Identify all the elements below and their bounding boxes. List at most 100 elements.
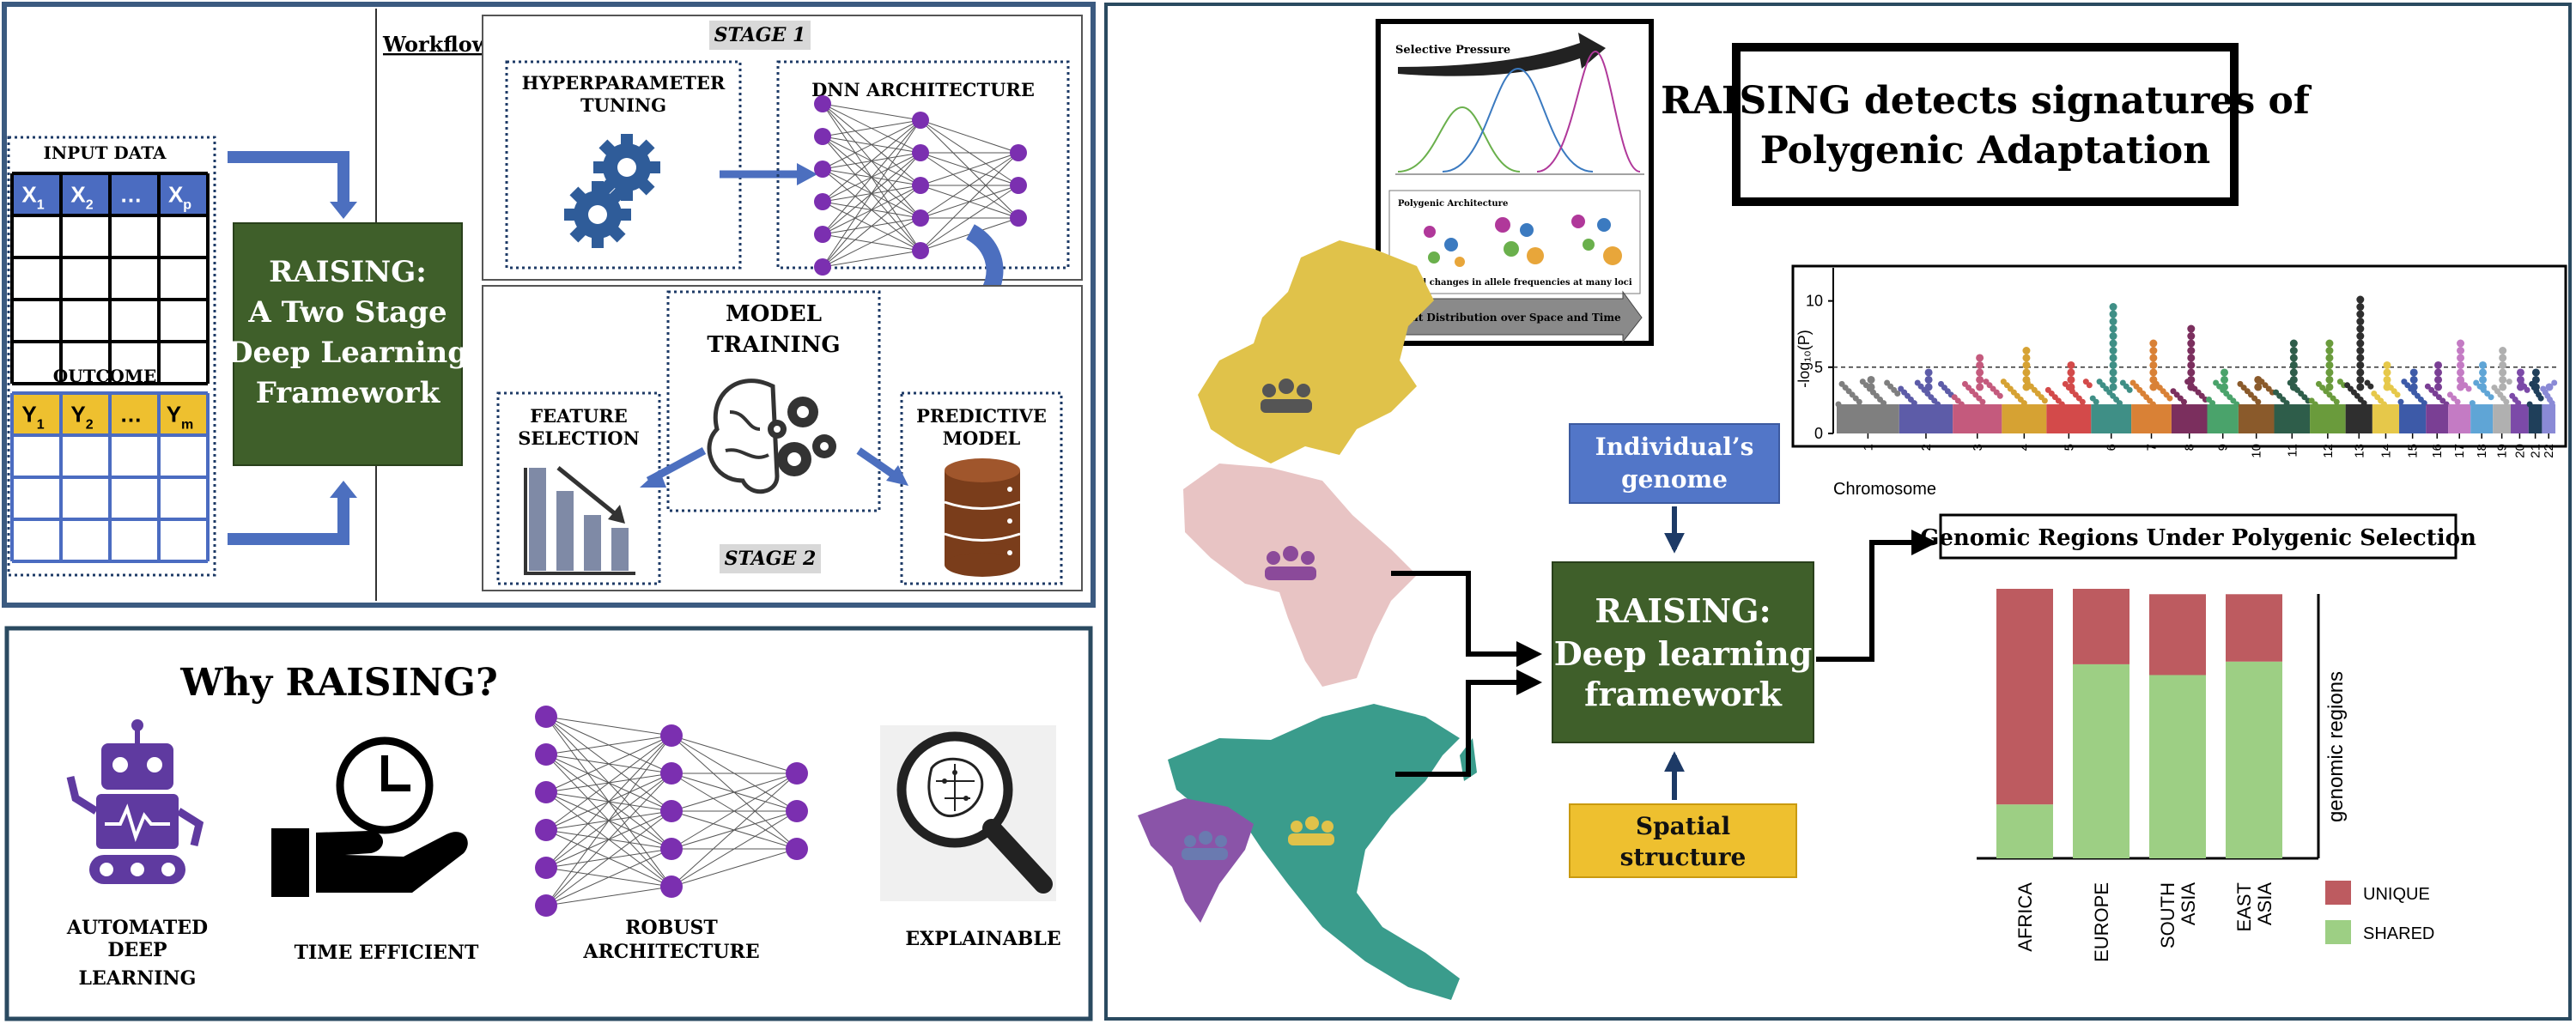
- chromosome-tick-label: 2: [1919, 444, 1934, 451]
- snp-peak-point: [2187, 339, 2196, 348]
- net-edge: [545, 735, 672, 906]
- net-node: [660, 876, 683, 898]
- workflow-label: Workflow: [382, 32, 491, 57]
- snp-peak-point: [2325, 360, 2334, 369]
- bar-unique-east-asia: [2226, 594, 2282, 662]
- tuning-arrow-head: [797, 163, 817, 185]
- snp-peak-point: [2499, 368, 2507, 377]
- snp-peak-point: [2434, 360, 2443, 369]
- clock-hand-icon: [271, 736, 468, 897]
- chromosome-band: [2091, 404, 2132, 433]
- chromosome-band: [2002, 404, 2047, 433]
- snp-peak-point: [2149, 383, 2158, 391]
- polygenic-arch-label: Polygenic Architecture: [1398, 199, 1508, 209]
- net-edge: [822, 119, 921, 268]
- snp-peak-point: [2109, 318, 2117, 326]
- snp-peak-point: [2109, 360, 2117, 369]
- snp-peak-point: [2499, 383, 2507, 391]
- snp-point: [2020, 400, 2027, 407]
- regions-label: Genomic Regions Under Polygenic Selectio…: [1920, 525, 2476, 551]
- snp-peak-point: [2109, 324, 2117, 333]
- net-edge: [822, 103, 921, 121]
- chromosome-tick-label: 14: [2379, 444, 2393, 458]
- bar-shared-europe: [2073, 663, 2129, 858]
- snp-peak-point: [2356, 332, 2365, 341]
- genome-box: [1569, 423, 1780, 504]
- snp-peak-point: [1867, 375, 1875, 384]
- snp-point: [2484, 391, 2491, 397]
- snp-peak-point: [1924, 375, 1933, 384]
- snp-point: [2180, 398, 2187, 405]
- net-node: [535, 743, 557, 766]
- snp-peak-point: [2022, 368, 2031, 377]
- snp-peak-point: [2149, 347, 2158, 354]
- x-header-4: Xp: [168, 181, 191, 212]
- manhattan-ylabel: -log₁₀(P): [1795, 330, 1813, 388]
- trait-text: Trait Distribution over Space and Time: [1395, 312, 1621, 324]
- chromosome-tick-label: 22: [2542, 444, 2556, 458]
- trait-curves: [1395, 50, 1644, 175]
- chromosome-tick-label: 1: [1861, 444, 1875, 451]
- snp-point: [2443, 401, 2450, 408]
- input-data-table: X1 X2 … Xp: [10, 172, 210, 385]
- snp-peak-point: [2109, 339, 2117, 348]
- snp-point: [2515, 400, 2522, 407]
- population-icon-east-asia: [1288, 816, 1334, 845]
- bar-shared-east-asia: [2226, 661, 2282, 858]
- why-item1-line2: DEEP: [107, 939, 167, 961]
- net-edge: [822, 119, 921, 203]
- spatial-box: [1569, 803, 1797, 878]
- snp-peak-point: [2022, 354, 2031, 362]
- snp-peak-point: [2499, 375, 2507, 384]
- net-node: [535, 819, 557, 841]
- manhattan-ytick: 5: [1814, 359, 1823, 376]
- snp-point: [2424, 383, 2431, 390]
- snp-peak-point: [2434, 383, 2443, 391]
- gear-tooth: [592, 236, 604, 248]
- center-line1: RAISING:: [1595, 591, 1771, 630]
- net-edge: [920, 185, 1019, 251]
- model-training-line2: TRAINING: [707, 332, 840, 358]
- net-node: [814, 258, 831, 276]
- chromosome-tick-label: 19: [2495, 444, 2510, 458]
- bar-category-label: EAST: [2233, 882, 2255, 931]
- right-panel: RAISING detects signatures of Polygenic …: [1104, 3, 2572, 1021]
- snp-peak-point: [2109, 332, 2117, 341]
- snp-peak-point: [2149, 354, 2158, 362]
- snp-point: [2166, 395, 2173, 402]
- snp-peak-point: [2499, 347, 2507, 354]
- snp-point: [2428, 386, 2435, 393]
- legend-label-shared: SHARED: [2363, 924, 2434, 943]
- chromosome-tick-label: 17: [2452, 444, 2467, 458]
- snp-peak-point: [2289, 360, 2298, 369]
- why-item2-line1: TIME EFFICIENT: [295, 942, 479, 964]
- outcome-title: OUTCOME: [53, 366, 156, 386]
- net-edge: [671, 772, 798, 812]
- why-item4-line1: EXPLAINABLE: [905, 928, 1060, 950]
- snp-peak-point: [2254, 375, 2263, 384]
- snp-peak-point: [2356, 318, 2365, 326]
- snp-peak-point: [2531, 383, 2540, 391]
- snp-point: [2360, 400, 2367, 407]
- net-node: [912, 209, 929, 227]
- net-node: [535, 706, 557, 728]
- gears-icon: [564, 134, 660, 248]
- snp-peak-point: [2067, 375, 2075, 384]
- net-edge: [822, 250, 921, 268]
- genome-line2: genome: [1621, 465, 1728, 494]
- net-node: [814, 128, 831, 145]
- net-edge: [545, 735, 672, 869]
- polygenic-dots: [1424, 215, 1622, 267]
- snp-point: [2469, 400, 2476, 407]
- snp-point: [2488, 394, 2494, 401]
- chromosome-band: [1899, 404, 1953, 433]
- snp-peak-point: [2457, 383, 2465, 391]
- snp-point: [2506, 379, 2512, 385]
- snp-peak-point: [2457, 347, 2465, 354]
- genome-line1: Individual’s: [1595, 433, 1754, 461]
- net-node: [814, 95, 831, 112]
- snp-point: [2312, 401, 2318, 408]
- input-data-title: INPUT DATA: [43, 142, 167, 163]
- snp-peak-point: [1976, 383, 1984, 391]
